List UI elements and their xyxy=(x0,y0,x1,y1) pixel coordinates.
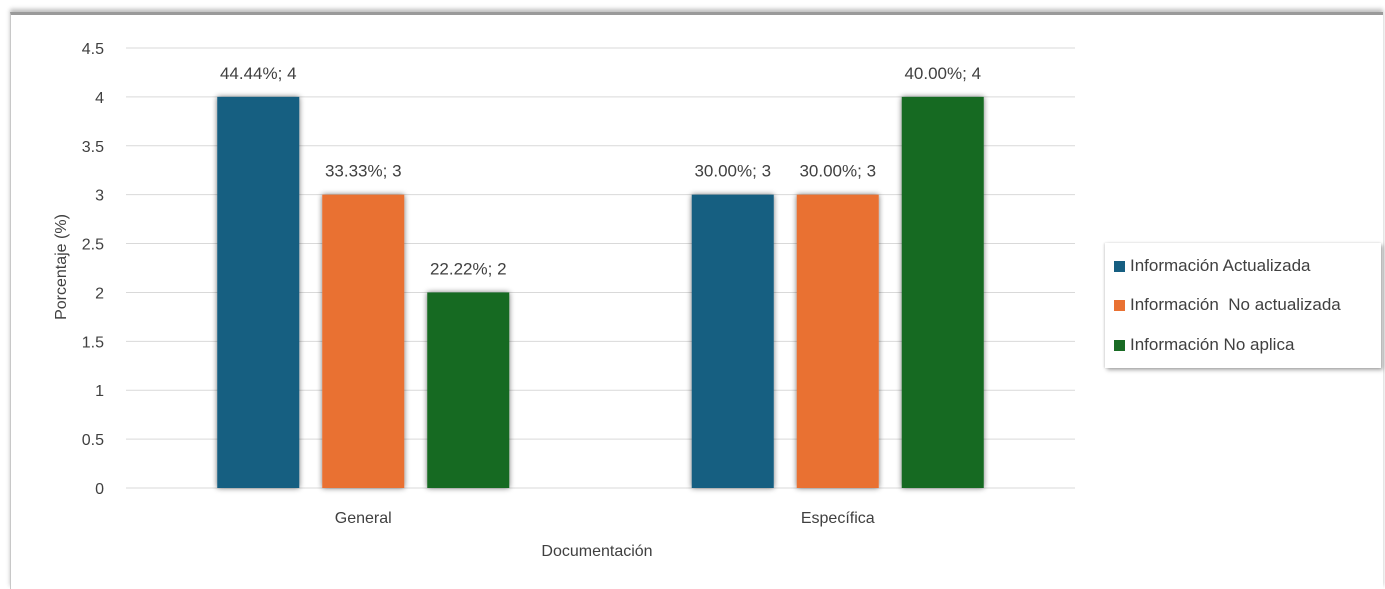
y-tick-label: 0.5 xyxy=(82,432,104,449)
y-tick-label: 2 xyxy=(95,285,104,302)
y-axis-title: Porcentaje (%) xyxy=(53,214,70,320)
data-label: 22.22%; 2 xyxy=(430,259,507,278)
legend-item: Información Actualizada xyxy=(1114,256,1311,276)
y-tick-label: 2.5 xyxy=(82,237,104,254)
legend-item: Información No actualizada xyxy=(1114,295,1341,315)
y-tick-label: 0 xyxy=(95,481,104,498)
bar xyxy=(217,96,300,488)
x-axis-ticks: General Específica xyxy=(335,510,875,527)
y-tick-label: 3 xyxy=(95,188,104,205)
bars xyxy=(217,96,984,488)
y-tick-label: 4 xyxy=(95,90,104,107)
data-label: 44.44%; 4 xyxy=(220,64,297,83)
legend-swatch xyxy=(1114,299,1125,311)
y-axis-ticks: 0 0.5 1 1.5 2 2.5 3 3.5 4 4.5 xyxy=(82,41,104,498)
legend-swatch xyxy=(1114,260,1125,272)
legend-label: Información No aplica xyxy=(1130,335,1295,354)
legend-swatch xyxy=(1114,339,1125,351)
bar xyxy=(901,96,984,488)
y-tick-label: 3.5 xyxy=(82,139,104,156)
bar xyxy=(427,292,510,488)
y-tick-label: 4.5 xyxy=(82,41,104,58)
bar xyxy=(691,194,774,488)
legend: Información Actualizada Información No a… xyxy=(1105,243,1381,368)
legend-label: Información Actualizada xyxy=(1130,256,1311,275)
data-label: 30.00%; 3 xyxy=(694,162,771,181)
y-tick-label: 1.5 xyxy=(82,334,104,351)
x-tick-label: General xyxy=(335,510,392,527)
data-label: 40.00%; 4 xyxy=(904,64,981,83)
data-label: 33.33%; 3 xyxy=(325,162,402,181)
x-axis-title: Documentación xyxy=(541,543,652,560)
data-label: 30.00%; 3 xyxy=(799,162,876,181)
legend-label: Información No actualizada xyxy=(1130,295,1341,314)
bar xyxy=(796,194,879,488)
x-tick-label: Específica xyxy=(801,510,875,527)
y-tick-label: 1 xyxy=(95,383,104,400)
legend-item: Información No aplica xyxy=(1114,335,1294,355)
bar xyxy=(322,194,405,488)
data-labels: 44.44%; 4 33.33%; 3 22.22%; 2 30.00%; 3 30.0… xyxy=(220,64,981,279)
